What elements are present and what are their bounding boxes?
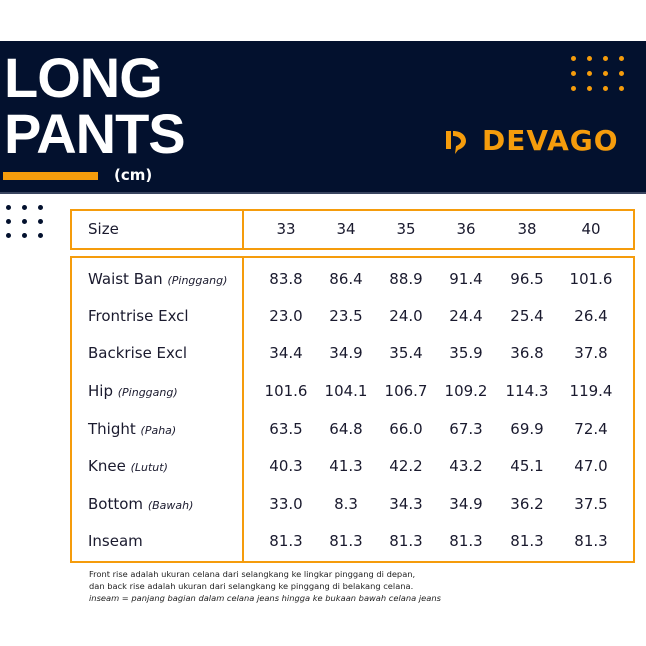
table-cell: 33.0 (269, 495, 303, 513)
brand-logo-icon (446, 130, 466, 154)
table-cell: 36.8 (510, 344, 544, 362)
table-cell: 86.4 (329, 270, 363, 288)
table-cell: 42.2 (389, 457, 423, 475)
table-cell: 104.1 (324, 382, 368, 400)
table-cell: 67.3 (449, 420, 483, 438)
row-label: Waist Ban (Pinggang) (88, 270, 227, 288)
table-cell: 83.8 (269, 270, 303, 288)
size-column-header: 34 (336, 220, 356, 238)
table-cell: 81.3 (574, 532, 608, 550)
note-line-2: dan back rise adalah ukuran dari selangk… (89, 581, 414, 591)
row-label: Hip (Pinggang) (88, 382, 178, 400)
table-cell: 63.5 (269, 420, 303, 438)
table-cell: 106.7 (384, 382, 428, 400)
row-sub: (Pinggang) (117, 386, 178, 399)
row-name: Bottom (88, 495, 144, 513)
title-line-2: PANTS (4, 102, 186, 165)
table-cell: 43.2 (449, 457, 483, 475)
table-cell: 41.3 (329, 457, 363, 475)
footnotes: Front rise adalah ukuran celana dari sel… (89, 568, 441, 604)
size-column-header: 36 (456, 220, 476, 238)
row-label: Bottom (Bawah) (88, 495, 193, 513)
table-cell: 72.4 (574, 420, 608, 438)
decorative-dots-navy (6, 205, 54, 238)
table-cell: 34.4 (269, 344, 303, 362)
row-sub: (Lutut) (130, 461, 168, 474)
table-cell: 88.9 (389, 270, 423, 288)
table-cell: 91.4 (449, 270, 483, 288)
row-name: Inseam (88, 532, 143, 550)
table-cell: 64.8 (329, 420, 363, 438)
accent-bar (3, 172, 98, 180)
table-cell: 24.4 (449, 307, 483, 325)
table-cell: 69.9 (510, 420, 544, 438)
row-name: Hip (88, 382, 113, 400)
row-name: Backrise Excl (88, 344, 188, 362)
table-cell: 36.2 (510, 495, 544, 513)
row-name: Knee (88, 457, 126, 475)
table-cell: 96.5 (510, 270, 544, 288)
table-cell: 109.2 (444, 382, 488, 400)
table-cell: 114.3 (505, 382, 549, 400)
table-cell: 34.9 (329, 344, 363, 362)
table-cell: 35.4 (389, 344, 423, 362)
size-column-header: 33 (276, 220, 296, 238)
note-line-3: inseam = panjang bagian dalam celana jea… (89, 593, 441, 603)
table-cell: 81.3 (389, 532, 423, 550)
row-label: Frontrise Excl (88, 307, 189, 325)
table-body-box (70, 256, 635, 563)
header-divider (242, 209, 244, 250)
table-cell: 101.6 (264, 382, 308, 400)
brand-name: DEVAGO (482, 124, 619, 157)
table-cell: 81.3 (269, 532, 303, 550)
body-divider (242, 256, 244, 563)
table-header-box (70, 209, 635, 250)
table-cell: 35.9 (449, 344, 483, 362)
size-column-header: 38 (517, 220, 537, 238)
row-name: Frontrise Excl (88, 307, 189, 325)
row-sub: (Bawah) (147, 499, 194, 512)
size-column-header: 40 (581, 220, 601, 238)
table-cell: 25.4 (510, 307, 544, 325)
header-band (0, 41, 646, 194)
row-label: Knee (Lutut) (88, 457, 168, 475)
table-cell: 23.0 (269, 307, 303, 325)
table-cell: 101.6 (569, 270, 613, 288)
unit-label: (cm) (114, 166, 153, 184)
table-cell: 34.3 (389, 495, 423, 513)
table-cell: 40.3 (269, 457, 303, 475)
table-cell: 119.4 (569, 382, 613, 400)
brand-logo: DEVAGO (444, 124, 619, 157)
row-sub: (Pinggang) (167, 274, 228, 287)
table-cell: 81.3 (510, 532, 544, 550)
table-cell: 66.0 (389, 420, 423, 438)
note-line-1: Front rise adalah ukuran celana dari sel… (89, 569, 416, 579)
table-cell: 8.3 (334, 495, 358, 513)
title-line-1: LONG (4, 46, 163, 109)
row-label: Inseam (88, 532, 143, 550)
table-cell: 37.5 (574, 495, 608, 513)
table-cell: 81.3 (449, 532, 483, 550)
table-cell: 24.0 (389, 307, 423, 325)
table-cell: 26.4 (574, 307, 608, 325)
size-column-header: 35 (396, 220, 416, 238)
table-cell: 37.8 (574, 344, 608, 362)
table-cell: 45.1 (510, 457, 544, 475)
size-header: Size (88, 220, 119, 238)
row-name: Waist Ban (88, 270, 163, 288)
table-cell: 34.9 (449, 495, 483, 513)
table-cell: 81.3 (329, 532, 363, 550)
row-sub: (Paha) (140, 424, 177, 437)
table-cell: 23.5 (329, 307, 363, 325)
row-name: Thight (88, 420, 136, 438)
row-label: Backrise Excl (88, 344, 187, 362)
row-label: Thight (Paha) (88, 420, 176, 438)
table-cell: 47.0 (574, 457, 608, 475)
decorative-dots-orange (571, 56, 635, 91)
